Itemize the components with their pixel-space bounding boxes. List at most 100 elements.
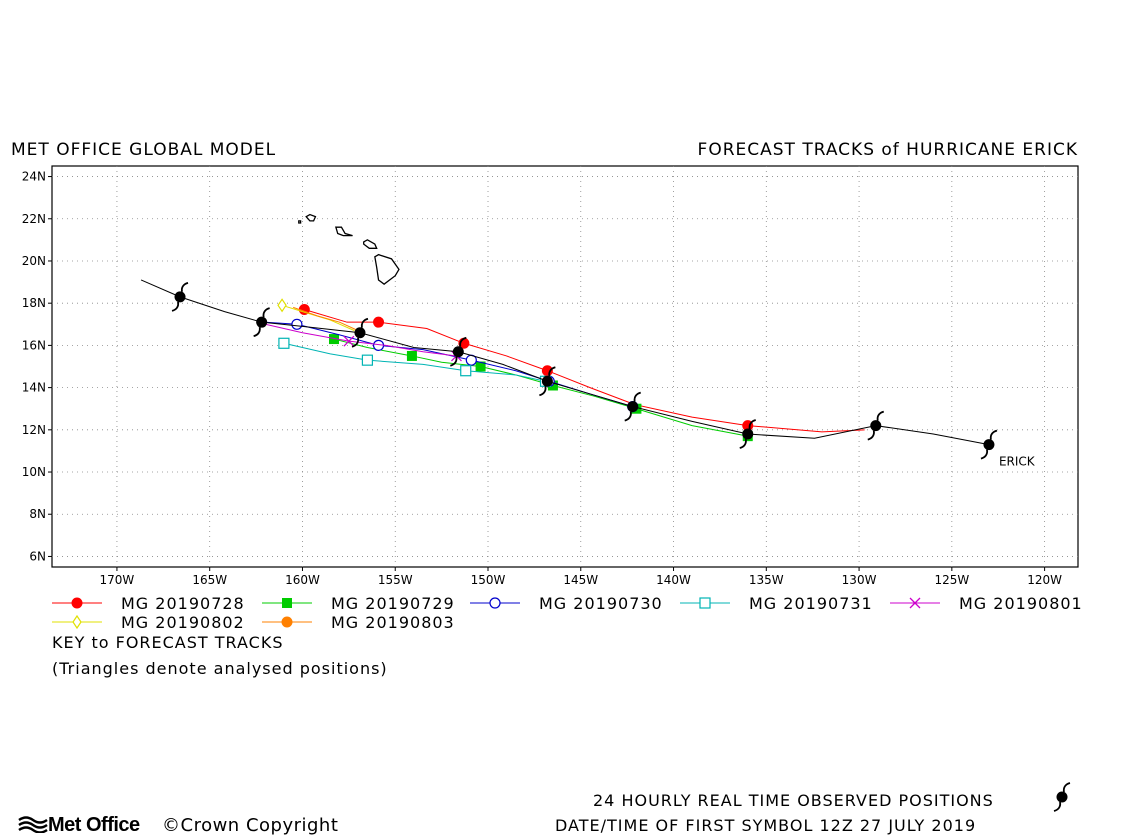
plot-frame bbox=[51, 165, 1079, 568]
legend-item-mg-20190730-marker bbox=[489, 597, 501, 609]
hurricane-symbol-icon-eye bbox=[174, 291, 186, 303]
x-tick-label: 155W bbox=[378, 573, 413, 587]
series-mg-20190729-marker bbox=[329, 334, 340, 345]
hurricane-symbol-icon-arm-bottom bbox=[867, 430, 875, 441]
hurricane-symbol-icon-arm-top bbox=[360, 317, 369, 328]
hurricane-symbol-icon bbox=[739, 419, 757, 449]
footer-hurricane-icon-arm-bottom bbox=[1053, 801, 1062, 812]
observed-positions-note: 24 HOURLY REAL TIME OBSERVED POSITIONS bbox=[593, 791, 994, 810]
first-symbol-datetime: DATE/TIME OF FIRST SYMBOL 12Z 27 JULY 20… bbox=[555, 816, 977, 835]
legend-item-mg-20190802: MG 20190802 bbox=[52, 613, 245, 632]
series-mg-20190731-marker-shape bbox=[361, 354, 374, 366]
legend-item-mg-20190801-label: MG 20190801 bbox=[959, 594, 1083, 613]
hurricane-symbol-icon-arm-top bbox=[748, 419, 757, 430]
hawaii-island-1 bbox=[374, 253, 400, 286]
series-mg-20190801-line bbox=[265, 323, 457, 357]
hawaii-island-5 bbox=[298, 220, 302, 224]
hurricane-symbol-icon-arm-top bbox=[459, 336, 467, 347]
series-mg-20190731-marker bbox=[278, 337, 290, 349]
y-tick-label: 8N bbox=[29, 507, 46, 521]
hawaii-island-2 bbox=[363, 239, 378, 249]
series-mg-20190801-marker bbox=[343, 335, 355, 347]
x-tick-label: 165W bbox=[192, 573, 227, 587]
met-office-wave-icon bbox=[18, 816, 48, 834]
x-tick-label: 170W bbox=[100, 573, 135, 587]
legend-item-mg-20190729-marker bbox=[282, 598, 292, 608]
series-mg-20190728-marker-shape bbox=[373, 316, 385, 328]
legend-item-mg-20190803: MG 20190803 bbox=[262, 613, 454, 632]
x-tick-label: 135W bbox=[749, 573, 784, 587]
series-mg-20190729-marker-shape bbox=[475, 361, 486, 372]
x-tick-label: 140W bbox=[656, 573, 691, 587]
legend-item-mg-20190730-marker-shape bbox=[489, 597, 501, 609]
series-mg-20190728-marker bbox=[373, 316, 385, 328]
hawaii-island-3 bbox=[334, 226, 353, 237]
x-tick-label: 130W bbox=[842, 573, 877, 587]
hurricane-symbol-icon-eye bbox=[627, 401, 639, 413]
y-tick-label: 14N bbox=[22, 381, 46, 395]
y-tick-label: 20N bbox=[22, 254, 46, 268]
y-tick-label: 10N bbox=[22, 465, 46, 479]
series-mg-20190729-marker bbox=[475, 361, 486, 372]
legend-item-mg-20190728-marker bbox=[71, 597, 83, 609]
hurricane-symbol-icon-eye bbox=[742, 428, 754, 440]
legend-item-mg-20190730: MG 20190730 bbox=[470, 594, 663, 613]
legend-item-mg-20190729-marker-shape bbox=[282, 598, 292, 608]
series-mg-20190729-marker-shape bbox=[406, 350, 417, 361]
legend-note: (Triangles denote analysed positions) bbox=[52, 659, 388, 678]
legend-item-mg-20190801-marker-shape bbox=[909, 597, 921, 609]
hurricane-symbol-icon-arm-bottom bbox=[539, 386, 547, 397]
hurricane-symbol-icon-eye bbox=[452, 346, 464, 358]
model-title: MET OFFICE GLOBAL MODEL bbox=[11, 140, 277, 160]
series-mg-20190730-marker-shape bbox=[291, 318, 303, 330]
hurricane-symbol-icon bbox=[624, 391, 641, 422]
legend-item-mg-20190801-marker bbox=[909, 597, 921, 609]
y-tick-label: 16N bbox=[22, 338, 46, 352]
legend-item-mg-20190728-label: MG 20190728 bbox=[121, 594, 245, 613]
legend-item-mg-20190802-marker bbox=[72, 614, 82, 630]
series-mg-20190731-line bbox=[283, 342, 546, 382]
series-mg-20190801-marker-shape bbox=[343, 335, 355, 347]
hurricane-symbol-icon-arm-top bbox=[180, 281, 189, 293]
hurricane-symbol-icon bbox=[867, 410, 885, 441]
hurricane-symbol-icon-arm-bottom bbox=[980, 449, 989, 460]
hurricane-symbol-icon-eye bbox=[870, 420, 882, 432]
series-mg-20190730-marker bbox=[291, 318, 303, 330]
legend-item-mg-20190730-label: MG 20190730 bbox=[539, 594, 663, 613]
hurricane-symbol-icon-eye bbox=[983, 439, 995, 451]
crown-copyright: ©Crown Copyright bbox=[162, 815, 339, 836]
hurricane-symbol-icon-eye bbox=[256, 316, 268, 328]
hurricane-symbol-icon-eye bbox=[354, 327, 366, 339]
hawaii-island-4 bbox=[305, 213, 317, 222]
hurricane-symbol-icon-eye bbox=[541, 375, 553, 387]
hurricane-symbol-icon-arm-bottom bbox=[739, 438, 747, 449]
hurricane-symbol-icon-arm-top bbox=[989, 429, 998, 440]
hurricane-symbol-icon-arm-bottom bbox=[171, 301, 180, 312]
y-tick-label: 22N bbox=[22, 212, 46, 226]
hurricane-symbol-icon bbox=[980, 429, 998, 460]
storm-name-label: ERICK bbox=[999, 455, 1036, 469]
legend-item-mg-20190731-marker bbox=[699, 597, 711, 609]
hurricane-symbol-icon-arm-top bbox=[633, 391, 641, 402]
series-mg-20190731-marker bbox=[361, 354, 374, 366]
hurricane-symbol-icon bbox=[351, 317, 369, 348]
legend-item-mg-20190728: MG 20190728 bbox=[52, 594, 245, 613]
legend-item-mg-20190728-marker-shape bbox=[71, 597, 83, 609]
x-tick-label: 120W bbox=[1027, 573, 1062, 587]
x-tick-label: 160W bbox=[285, 573, 320, 587]
legend-item-mg-20190729: MG 20190729 bbox=[262, 594, 454, 613]
legend-key-title: KEY to FORECAST TRACKS bbox=[52, 633, 284, 652]
chart-title: FORECAST TRACKS of HURRICANE ERICK bbox=[697, 140, 1078, 160]
hurricane-symbol-icon-arm-top bbox=[262, 307, 270, 318]
legend-item-mg-20190803-marker bbox=[281, 616, 293, 628]
series-mg-20190731-marker-shape bbox=[278, 337, 290, 349]
y-tick-label: 18N bbox=[22, 296, 46, 310]
legend-item-mg-20190731: MG 20190731 bbox=[680, 594, 872, 613]
series-mg-20190802-marker bbox=[277, 298, 287, 313]
x-tick-label: 145W bbox=[563, 573, 598, 587]
legend-item-mg-20190802-label: MG 20190802 bbox=[121, 613, 245, 632]
observed-track-line bbox=[140, 279, 990, 446]
footer-hurricane-icon-arm-top bbox=[1062, 782, 1071, 793]
series-mg-20190731-marker-shape bbox=[460, 365, 472, 377]
series-mg-20190729-marker-shape bbox=[329, 334, 340, 345]
